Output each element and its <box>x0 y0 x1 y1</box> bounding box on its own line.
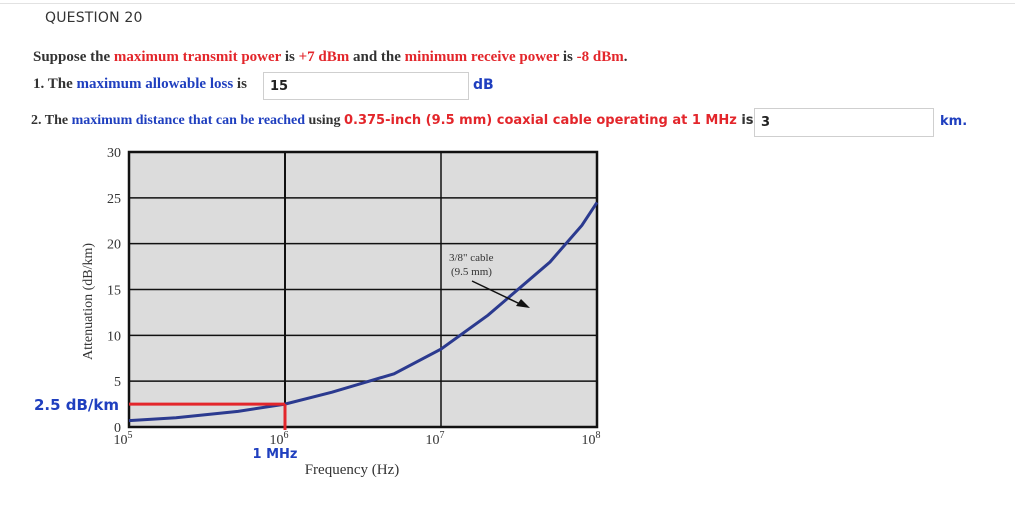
max-distance-unit: km. <box>940 114 968 129</box>
part2-text: is <box>736 113 754 128</box>
statement-text: is <box>559 49 577 65</box>
part1-text: is <box>233 76 247 92</box>
part2-prompt: 2. The maximum distance that can be reac… <box>31 113 754 129</box>
part1-text: 1. The <box>33 76 77 92</box>
marker-y-label: 2.5 dB/km <box>34 396 119 414</box>
question-statement: Suppose the maximum transmit power is +7… <box>33 49 627 66</box>
cable-label-size: (9.5 mm) <box>451 266 492 278</box>
max-loss-unit: dB <box>473 77 494 93</box>
top-divider <box>0 3 1015 4</box>
statement-highlight: maximum transmit power <box>113 49 282 65</box>
statement-text: is <box>281 49 299 65</box>
y-tick-label: 30 <box>107 146 121 161</box>
y-axis-label: Attenuation (dB/km) <box>81 243 96 360</box>
part2-text: 2. The <box>31 113 72 128</box>
x-tick-label: 105 <box>114 430 133 448</box>
y-tick-label: 15 <box>107 284 121 299</box>
x-tick-label: 107 <box>426 430 445 448</box>
y-tick-label: 20 <box>107 238 121 253</box>
x-tick-label: 108 <box>582 430 601 448</box>
y-tick-label: 25 <box>107 192 121 207</box>
statement-highlight: +7 dBm <box>298 49 350 65</box>
part2-highlight: maximum distance that can be reached <box>71 113 306 128</box>
statement-text: . <box>623 49 628 65</box>
statement-text: Suppose the <box>33 49 114 65</box>
plot-frame <box>127 150 599 429</box>
cable-label: 3/8" cable <box>449 252 494 264</box>
y-tick-label: 0 <box>114 421 121 436</box>
cable-arrow-line <box>471 280 521 305</box>
statement-highlight: -8 dBm <box>576 49 624 65</box>
statement-text: and the <box>349 49 405 65</box>
statement-highlight: minimum receive power <box>404 49 560 65</box>
part1-highlight: maximum allowable loss <box>76 76 234 92</box>
part1-prompt: 1. The maximum allowable loss is <box>33 76 247 93</box>
marker-x-label: 1 MHz <box>253 447 298 462</box>
part2-text: using <box>305 113 344 128</box>
cable-arrow-head <box>516 299 530 308</box>
y-tick-label: 5 <box>114 375 121 390</box>
question-title: QUESTION 20 <box>45 10 143 26</box>
part2-cable-highlight: 0.375-inch (9.5 mm) coaxial cable operat… <box>343 113 737 128</box>
x-axis-label: Frequency (Hz) <box>305 462 400 478</box>
max-distance-input[interactable]: 3 <box>754 108 934 137</box>
y-tick-label: 10 <box>107 329 121 344</box>
max-loss-input[interactable]: 15 <box>263 72 469 100</box>
x-tick-label: 106 <box>270 430 289 448</box>
attenuation-curve <box>128 201 599 423</box>
